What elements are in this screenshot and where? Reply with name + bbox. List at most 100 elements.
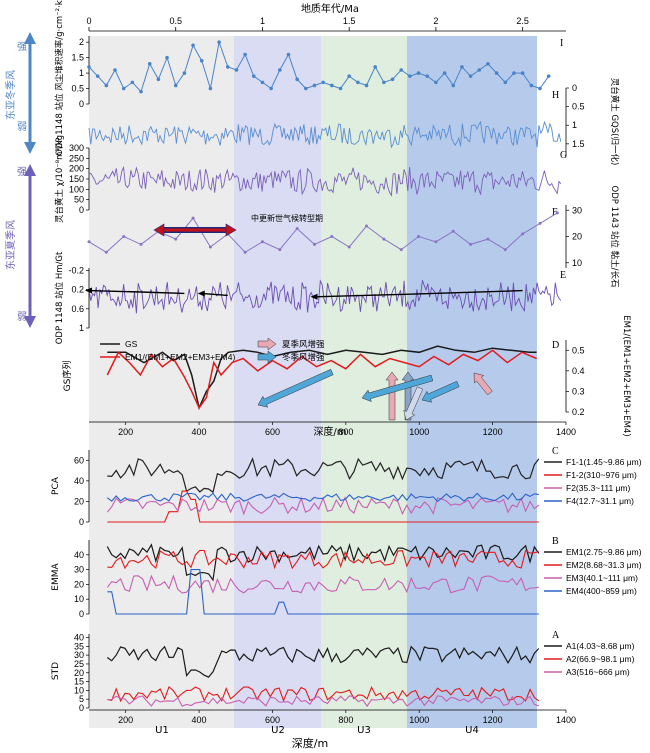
- panel-letter: H: [552, 90, 559, 101]
- data-point: [399, 248, 403, 252]
- depth-tick-label: 1200: [483, 715, 503, 725]
- data-point: [486, 62, 490, 66]
- data-point: [460, 65, 464, 69]
- legend-label: A2(66.9~98.1 μm): [566, 654, 635, 664]
- panel-letter: F: [552, 207, 558, 218]
- y-tick-label: 60: [74, 455, 84, 465]
- y-tick-label: 2: [79, 37, 84, 47]
- series-line: [88, 279, 562, 314]
- legend-swatch: [257, 350, 277, 364]
- y-tick-label: 0.3: [572, 386, 585, 396]
- data-point: [538, 86, 542, 91]
- data-point: [330, 83, 334, 88]
- legend-label: F1-2(310~976 μm): [566, 470, 637, 480]
- data-point: [416, 71, 421, 75]
- data-point: [139, 242, 143, 246]
- series-line: [106, 574, 539, 595]
- depth-tick-label: 200: [118, 715, 133, 725]
- mpt-arrow: [153, 223, 237, 237]
- y-tick-label: 0.6: [71, 304, 84, 314]
- data-point: [122, 235, 126, 238]
- data-point: [208, 86, 213, 91]
- data-point: [365, 224, 369, 228]
- depth-tick-label: 1000: [409, 427, 429, 437]
- unit-label-u3: U3: [357, 725, 371, 736]
- data-point: [147, 62, 152, 66]
- winter-arrow: [421, 380, 460, 403]
- summer-arrow: [473, 372, 493, 396]
- y-tick-label: -0.2: [68, 265, 84, 275]
- depth-tick-label: 600: [265, 427, 280, 437]
- y-tick-label: 0: [79, 609, 84, 619]
- y-tick-label: 25: [74, 659, 84, 669]
- depth-tick-label: 800: [338, 715, 353, 725]
- y-tick-label: 100: [69, 184, 84, 194]
- top-tick-label: 1.5: [343, 16, 356, 26]
- y-tick-label: 0.5: [572, 102, 585, 112]
- series-line: [88, 212, 558, 253]
- panel-letter: I: [560, 38, 563, 49]
- summer-monsoon-arrow: [24, 164, 36, 328]
- data-point: [555, 211, 559, 215]
- y-tick-label: 10: [74, 685, 84, 695]
- unit-label-u2: U2: [271, 725, 285, 736]
- panel-c: 0 20 40 60 PCA C F1-1(1.45~9.86 μm) F1-2(310~97…: [51, 446, 642, 527]
- summer-weak-label: 弱: [17, 311, 27, 323]
- series-line: [107, 490, 539, 523]
- y-tick-label: 0.5: [71, 84, 84, 94]
- series-line: [107, 345, 537, 411]
- depth-tick-label: 1400: [556, 715, 576, 725]
- y-tick-label: 40: [74, 476, 84, 486]
- data-point: [139, 89, 143, 94]
- data-point: [217, 40, 221, 44]
- data-point: [304, 86, 308, 91]
- y-tick-label: 35: [74, 641, 84, 651]
- data-point: [260, 80, 265, 85]
- summer-strong-label: 强: [17, 166, 27, 178]
- data-point: [121, 86, 126, 91]
- panel-i: 0 0.5 1 1.5 2 I ODP 1148 站位 风尘堆积速率/g·cm⁻²·kyr⁻…: [54, 0, 563, 156]
- series-line: [107, 549, 539, 570]
- unit-label-u1: U1: [155, 725, 169, 736]
- legend-label: 夏季风增强: [282, 339, 325, 349]
- data-point: [382, 80, 386, 85]
- trend-line: [314, 289, 523, 298]
- data-point: [243, 52, 247, 57]
- top-tick-label: 1: [260, 16, 265, 26]
- data-point: [191, 43, 195, 48]
- data-point: [442, 71, 447, 75]
- data-point: [425, 74, 430, 78]
- y-axis-label: PCA: [51, 476, 61, 495]
- data-point: [295, 77, 299, 82]
- y-tick-label: 0: [79, 205, 84, 215]
- legend-label: F1-1(1.45~9.86 μm): [566, 457, 642, 467]
- series-line: [106, 349, 537, 410]
- winter-monsoon-arrow: [24, 32, 36, 154]
- series-line: [106, 492, 539, 503]
- data-point: [451, 229, 455, 233]
- data-point: [278, 248, 282, 252]
- data-point: [538, 221, 542, 225]
- data-point: [312, 83, 317, 88]
- legend-label: GS: [125, 339, 138, 349]
- y-tick-label: 20: [572, 232, 582, 242]
- data-point: [417, 235, 421, 238]
- legend-label: F4(12.7~31.1 μm): [566, 496, 634, 506]
- winter-strong-label: 强: [17, 41, 27, 53]
- data-point: [278, 68, 282, 72]
- data-point: [260, 240, 264, 244]
- data-point: [521, 232, 525, 236]
- y-tick-label: 0: [79, 517, 84, 527]
- trend-line: [88, 289, 185, 295]
- y-tick-label: 1: [572, 120, 577, 130]
- legend-label: F2(35.3~111 μm): [566, 483, 631, 493]
- y-tick-label: 0.5: [572, 345, 585, 355]
- y-tick-label: 15: [74, 677, 84, 687]
- y-tick-label: 300: [69, 143, 84, 153]
- y-axis-label: EMMA: [51, 562, 61, 590]
- y-axis-label: 灵台黄土 χ/10⁻⁸m³/kg: [54, 135, 65, 223]
- y-tick-label: 10: [572, 258, 582, 268]
